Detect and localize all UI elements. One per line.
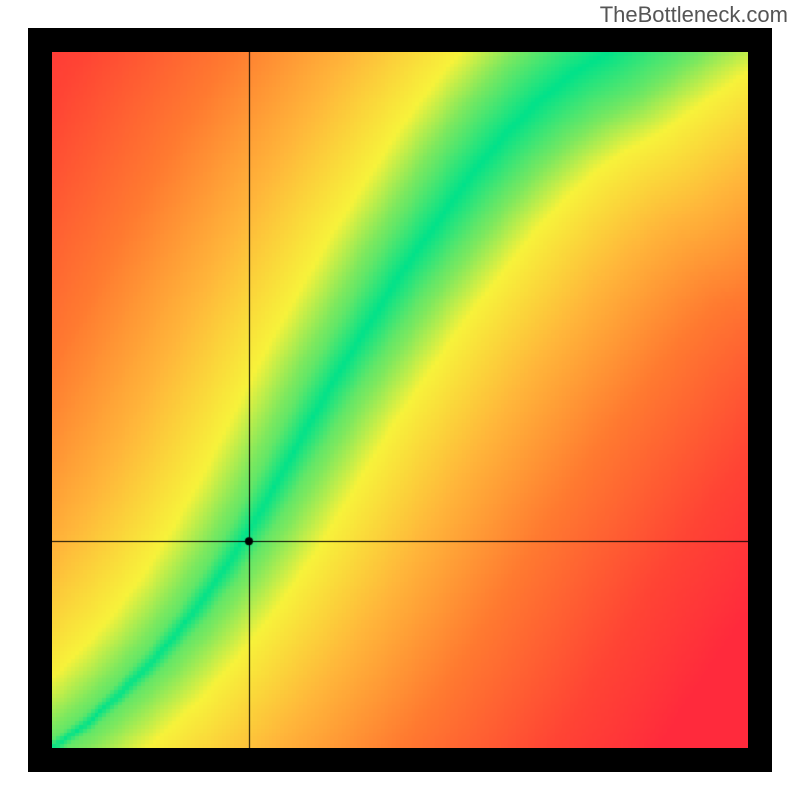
plot-frame	[28, 28, 772, 772]
watermark-text: TheBottleneck.com	[600, 2, 788, 28]
chart-container: TheBottleneck.com	[0, 0, 800, 800]
heatmap-canvas	[52, 52, 748, 748]
plot-area	[52, 52, 748, 748]
